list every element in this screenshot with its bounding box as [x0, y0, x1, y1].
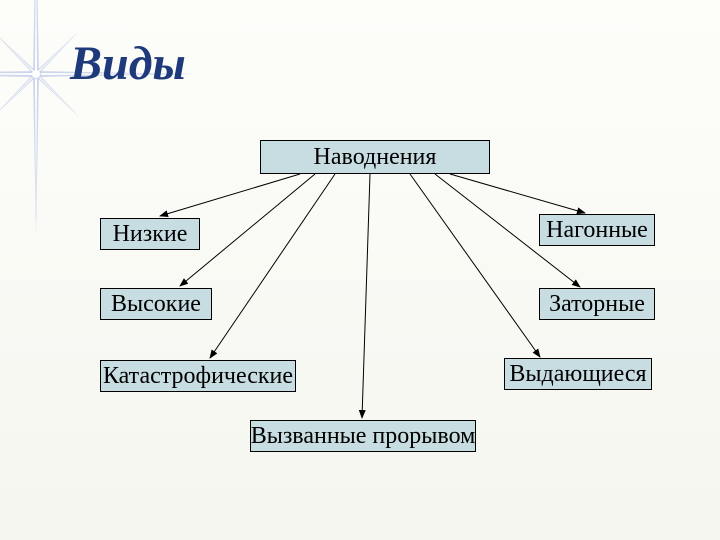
diagram-node: Заторные: [539, 288, 655, 320]
diagram-node: Катастрофические: [100, 360, 296, 392]
slide: Виды Наводнения Низкие Высокие Катастрофиче…: [0, 0, 720, 540]
diagram-node: Вызванные прорывом: [250, 420, 476, 452]
diagram-root-node: Наводнения: [260, 140, 490, 174]
diagram-node: Нагонные: [539, 214, 655, 246]
diagram-node: Низкие: [100, 218, 200, 250]
diagram-node: Выдающиеся: [504, 358, 652, 390]
diagram-node: Высокие: [100, 288, 212, 320]
slide-title: Виды: [70, 36, 186, 91]
